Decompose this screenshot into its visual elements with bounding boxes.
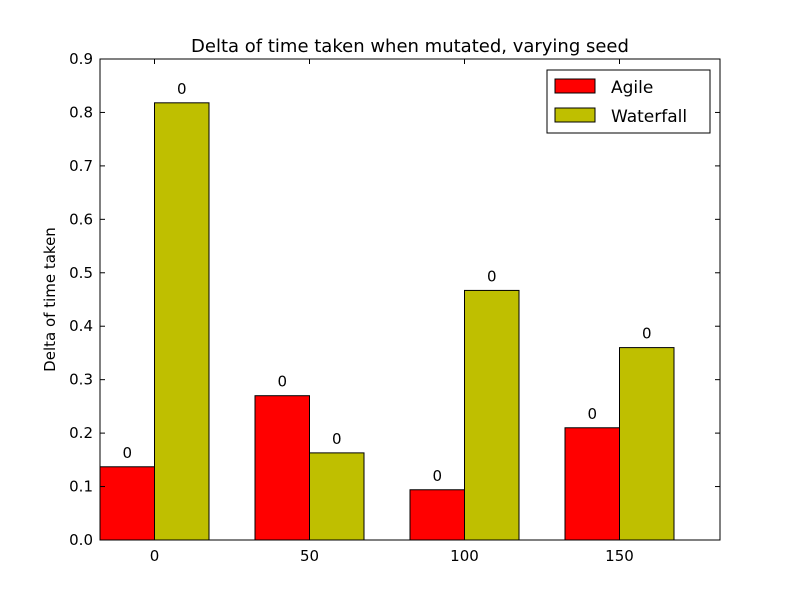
bar-waterfall-0 [154,102,210,541]
chart-title: Delta of time taken when mutated, varyin… [191,36,629,57]
y-tick-label: 0.0 [69,531,93,549]
x-tick-label: 150 [605,547,634,565]
y-tick-label: 0.8 [69,103,93,121]
bars-layer [99,102,675,541]
legend-swatch-waterfall [554,107,596,123]
bar-value-label: 0 [332,430,342,448]
bar-value-label: 0 [177,80,187,98]
bar-waterfall-100 [464,289,520,541]
x-tick-label: 0 [150,547,160,565]
legend-label-agile: Agile [611,78,653,98]
bar-value-label: 0 [432,467,442,485]
bar-value-label: 0 [642,325,652,343]
bar-agile-0 [99,466,155,541]
y-tick-label: 0.3 [69,371,93,389]
labels-layer: 0 0 0 0 0 0 0 0 [122,80,651,485]
y-tick-label: 0.1 [69,478,93,496]
bar-waterfall-150 [619,347,675,541]
y-tick-label: 0.5 [69,264,93,282]
bar-value-label: 0 [487,267,497,285]
bar-agile-100 [409,489,465,541]
x-tick-label: 50 [300,547,319,565]
y-axis-label: Delta of time taken [41,227,59,372]
legend-swatch-agile [554,78,596,94]
ticks-layer: 0.0 0.1 0.2 0.3 0.4 0.5 0.6 0.7 0.8 0.9 0 50 100 150 [69,50,720,565]
y-tick-label: 0.7 [69,157,93,175]
bar-value-label: 0 [277,373,287,391]
legend: Agile Waterfall [546,69,711,134]
bar-value-label: 0 [587,405,597,423]
y-tick-label: 0.4 [69,317,93,335]
bar-agile-150 [564,427,620,541]
plot-frame [99,58,721,541]
y-tick-label: 0.6 [69,210,93,228]
legend-label-waterfall: Waterfall [611,107,687,127]
y-tick-label: 0.2 [69,424,93,442]
bar-agile-50 [254,395,310,541]
bar-value-label: 0 [122,444,132,462]
bar-waterfall-50 [309,452,365,541]
x-tick-label: 100 [450,547,479,565]
y-tick-label: 0.9 [69,50,93,68]
